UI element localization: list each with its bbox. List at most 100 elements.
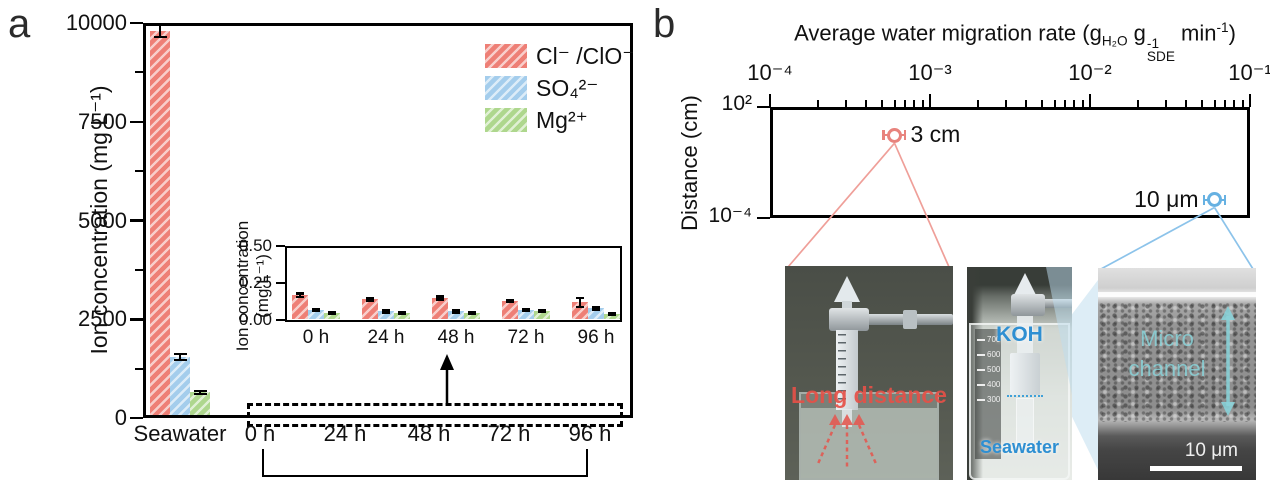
bar [378,311,394,319]
x-axis-tick-label: 48 h [407,421,451,446]
point-error-cap [903,130,907,141]
graduation-tick [977,353,985,356]
b-x-minor-tick [817,100,820,107]
b-x-minor-tick [1081,100,1084,107]
error-bar-cap [522,307,530,311]
graduation-stripe [975,329,1001,459]
legend-label: SO₄²⁻ [536,74,599,101]
error-bar-cap [366,297,374,300]
zoom-wedge [1072,280,1098,470]
error-bar-cap [173,352,187,356]
y-axis-minor-tick [135,268,143,271]
error-bar-cap [468,310,476,314]
data-point-label: 3 cm [910,121,961,148]
graduation-number: 600 [987,350,1001,359]
bar [150,30,170,415]
error-bar-cap [312,307,320,311]
error-bar-cap [312,309,320,313]
syringe-tip [1014,273,1036,295]
b-x-minor-tick [1185,100,1188,107]
error-bar-cap [468,312,476,315]
legend-item: Mg²⁺ [485,104,634,136]
error-bar-cap [608,313,616,317]
error-bar-cap [576,296,584,300]
b-x-minor-tick [865,100,868,107]
inset-y-tick [276,282,285,284]
error-bar-cap [382,309,390,312]
bar [324,312,340,319]
data-point-marker [1207,192,1222,207]
sem-scale-bar [1150,466,1242,471]
bar [534,311,550,319]
syringe-graduations [838,334,846,406]
bar [362,299,378,319]
syringe-body [836,330,858,410]
panel-a-label: a [8,2,31,46]
error-bar-cap [173,358,187,362]
error-bar-cap [193,392,207,396]
error-bar-cap [153,23,167,27]
data-point-marker [887,127,902,143]
b-x-tick-label: 10⁻³ [908,60,952,85]
b-x-minor-tick [1064,100,1067,107]
syringe-tip [834,276,860,302]
error-bar-cap [576,305,584,309]
graduation-number: 500 [987,365,1001,374]
x-axis-tick-label: 0 h [244,421,276,446]
y-axis-tick-label: 5000 [78,207,127,233]
zoom-region-outline [247,403,623,427]
legend-swatch [485,76,527,100]
inset-x-tick-label: 0 h [302,327,330,348]
b-x-minor-tick [1040,100,1043,107]
bar [448,311,464,319]
micro-channel-caption: Micro channel [1128,326,1206,381]
b-x-minor-tick [845,100,848,107]
y-axis-minor-tick [135,71,143,74]
b-x-minor-tick [893,100,896,107]
b-x-major-tick [1088,94,1092,107]
graduation-tick [977,398,985,401]
clamp-knob [903,310,917,329]
error-bar-cap [452,309,460,312]
b-x-minor-tick [921,100,924,107]
error-bar-cap [153,35,167,39]
b-x-minor-tick [1233,100,1236,107]
inset-y-tick-label: 0.00 [238,310,272,329]
b-x-minor-tick [1053,100,1056,107]
graduation-mark: 400 [977,380,1000,389]
point-error-cap [882,130,885,141]
arrow-up-icon [440,354,454,404]
error-bar-cap [592,308,600,311]
b-x-tick-label: 10⁻² [1068,60,1112,85]
inset-y-tick-label: 0.25 [238,273,272,292]
b-y-tick-label: 10² [721,92,752,115]
b-x-minor-tick [1165,100,1168,107]
error-bar-cap [366,299,374,302]
time-range-bracket [262,449,588,477]
x-axis-tick-label: 24 h [323,421,367,446]
syringe-lower-body [1016,398,1034,446]
water-flow-arrows-icon [815,414,879,469]
error-bar-whisker [579,297,581,307]
error-bar-cap [608,312,616,315]
b-x-minor-tick [904,100,907,107]
bar [502,300,518,319]
graduation-tick [977,383,985,386]
koh-seawater-beaker-photo: 700 600 500 400 300 KOH Seawater [967,267,1072,480]
y-axis-minor-tick [135,367,143,370]
panel-b-label: b [653,2,676,46]
bar [588,308,604,319]
point-error-cap [1223,194,1227,205]
ion-concentration-chart [143,23,633,418]
graduation-mark: 500 [977,365,1000,374]
error-bar-cap [506,298,514,302]
channel-depth-arrow-icon [1221,306,1235,416]
bar [190,392,210,415]
b-x-major-tick [928,94,932,107]
membrane-dots [1007,395,1043,397]
b-x-minor-tick [1200,100,1203,107]
inset-x-tick-label: 96 h [577,327,615,348]
b-x-minor-tick [1137,100,1140,107]
bar [308,309,324,319]
